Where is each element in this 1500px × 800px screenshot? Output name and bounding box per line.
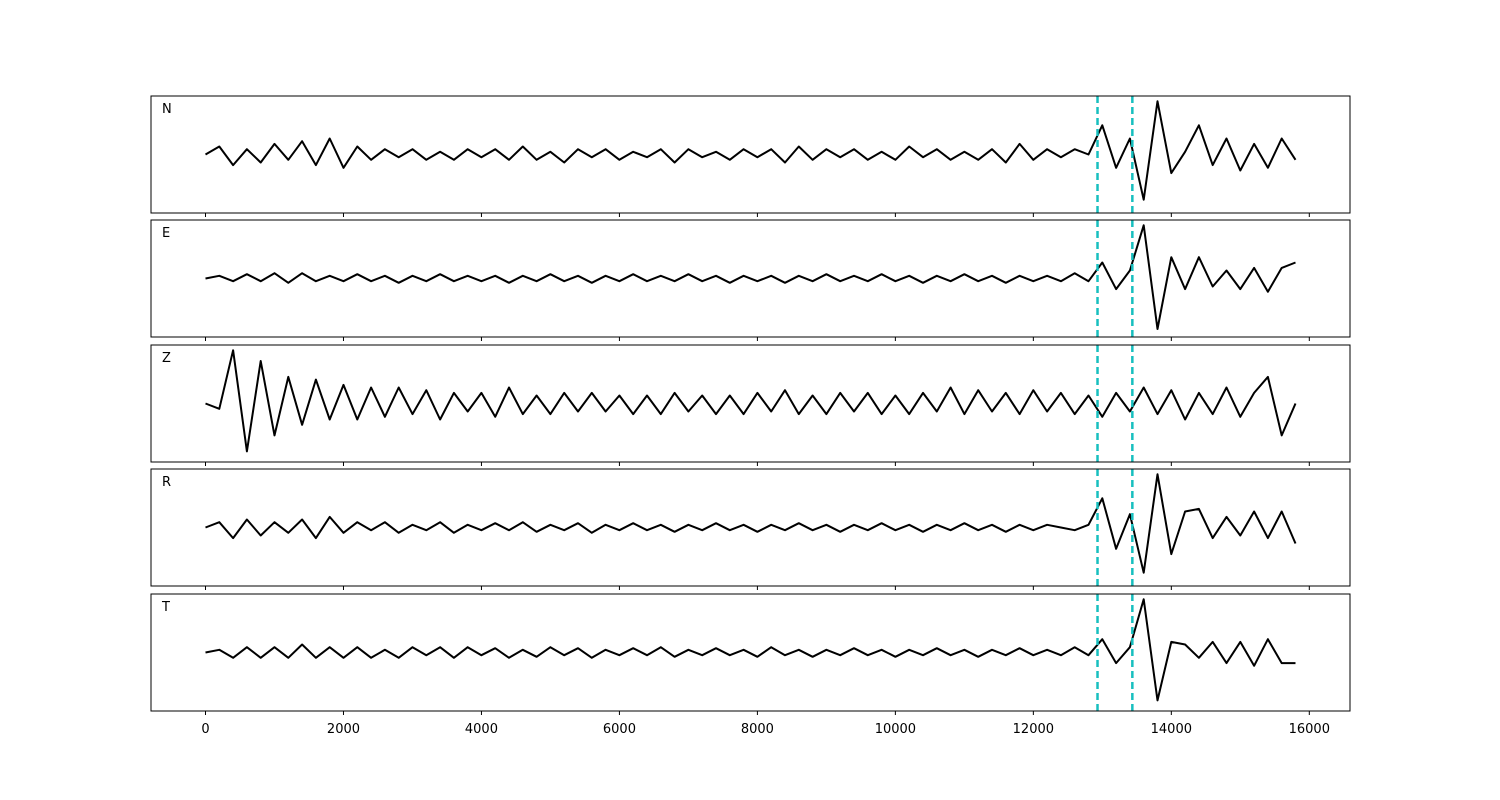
trace: [205, 224, 1296, 330]
panel-frame: [150, 468, 1351, 587]
x-tick-label: 6000: [603, 722, 636, 737]
x-tick-label: 14000: [1151, 722, 1192, 737]
x-tick-label: 12000: [1013, 722, 1054, 737]
x-tick-label: 4000: [465, 722, 498, 737]
panel-label: E: [162, 226, 170, 241]
panel-label: R: [162, 475, 171, 490]
panel-frame: [150, 95, 1351, 214]
trace: [204, 100, 1297, 201]
panel-label: N: [162, 102, 172, 117]
x-tick-label: 2000: [327, 722, 360, 737]
trace: [205, 598, 1296, 702]
panel-frame: [150, 219, 1351, 338]
x-tick-label: 16000: [1289, 722, 1330, 737]
x-tick-label: 0: [201, 722, 209, 737]
panel-label: Z: [162, 351, 171, 366]
panel-label: T: [161, 600, 170, 615]
x-tick-label: 8000: [741, 722, 774, 737]
trace: [205, 349, 1297, 453]
panel-frame: [150, 593, 1351, 712]
x-tick-label: 10000: [875, 722, 916, 737]
panel-frame: [150, 344, 1351, 463]
trace: [205, 473, 1297, 574]
